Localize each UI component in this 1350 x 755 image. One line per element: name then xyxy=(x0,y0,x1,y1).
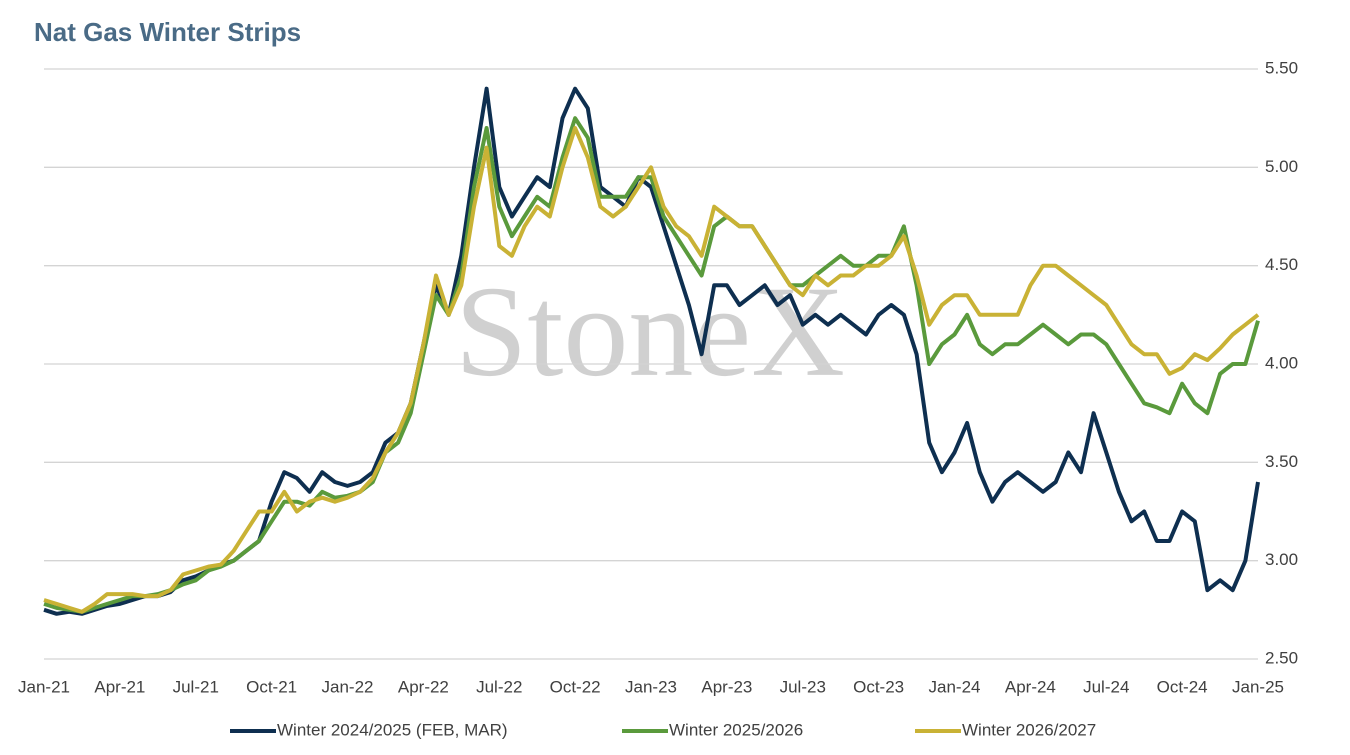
series-line xyxy=(43,126,1260,614)
y-tick-label: 4.50 xyxy=(1265,255,1298,274)
x-tick-label: Oct-21 xyxy=(246,677,297,696)
x-tick-label: Oct-22 xyxy=(550,677,601,696)
x-tick-label: Apr-24 xyxy=(1005,677,1056,696)
watermark: StoneX xyxy=(455,260,845,404)
legend-label: Winter 2024/2025 (FEB, MAR) xyxy=(277,720,508,739)
x-tick-label: Jul-21 xyxy=(173,677,219,696)
x-tick-label: Jan-21 xyxy=(18,677,70,696)
chart-title: Nat Gas Winter Strips xyxy=(34,17,301,47)
y-tick-label: 3.00 xyxy=(1265,550,1298,569)
x-tick-label: Apr-21 xyxy=(94,677,145,696)
x-tick-label: Jul-23 xyxy=(780,677,826,696)
y-tick-label: 5.00 xyxy=(1265,157,1298,176)
x-tick-label: Oct-23 xyxy=(853,677,904,696)
x-tick-label: Jan-24 xyxy=(929,677,981,696)
x-tick-label: Jul-22 xyxy=(476,677,522,696)
y-tick-label: 2.50 xyxy=(1265,648,1298,667)
x-tick-label: Apr-23 xyxy=(701,677,752,696)
x-tick-label: Apr-22 xyxy=(398,677,449,696)
x-tick-label: Jan-25 xyxy=(1232,677,1284,696)
legend-label: Winter 2026/2027 xyxy=(962,720,1096,739)
legend-label: Winter 2025/2026 xyxy=(669,720,803,739)
x-tick-label: Jan-23 xyxy=(625,677,677,696)
series-line xyxy=(43,116,1260,614)
y-tick-label: 5.50 xyxy=(1265,58,1298,77)
x-tick-label: Jan-22 xyxy=(322,677,374,696)
x-tick-label: Oct-24 xyxy=(1157,677,1208,696)
y-tick-label: 3.50 xyxy=(1265,452,1298,471)
x-tick-label: Jul-24 xyxy=(1083,677,1129,696)
y-tick-label: 4.00 xyxy=(1265,353,1298,372)
